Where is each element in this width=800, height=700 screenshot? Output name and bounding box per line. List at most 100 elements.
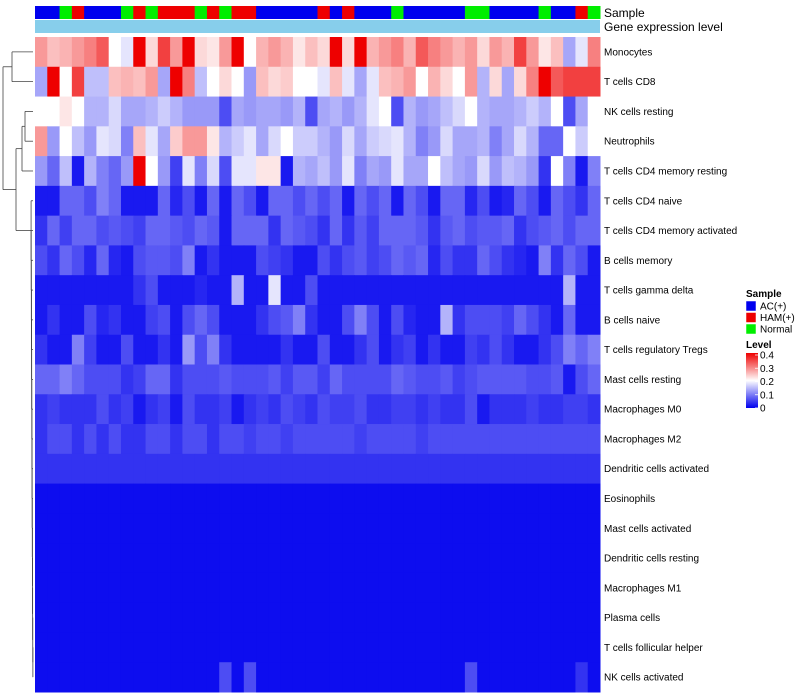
heatmap-cell <box>538 275 552 306</box>
heatmap-cell <box>378 215 392 246</box>
heatmap-cell <box>219 156 233 187</box>
heatmap-cell <box>526 334 540 365</box>
heatmap-cell <box>219 215 233 246</box>
heatmap-cell <box>59 185 73 217</box>
heatmap-cell <box>501 334 515 365</box>
heatmap-cell <box>391 483 404 514</box>
heatmap-cell <box>403 453 417 485</box>
heatmap-cell <box>96 185 110 217</box>
row-dendrogram <box>2 51 34 678</box>
heatmap-cell <box>84 96 97 127</box>
heatmap-cell <box>452 275 466 306</box>
heatmap-cell <box>108 572 122 604</box>
heatmap-cell <box>587 275 601 306</box>
heatmap-cell <box>305 662 318 693</box>
heatmap-cell <box>403 96 417 127</box>
heatmap-cell <box>280 543 294 574</box>
heatmap-cell <box>563 483 576 514</box>
heatmap-cell <box>243 662 257 693</box>
heatmap-cell <box>526 632 540 663</box>
heatmap-cell <box>477 275 490 306</box>
heatmap-cell <box>47 632 61 663</box>
heatmap-cell <box>96 662 110 693</box>
heatmap-cell <box>428 304 441 336</box>
heatmap-cell <box>403 662 417 693</box>
heatmap-cell <box>84 632 97 663</box>
heatmap-cell <box>415 37 429 68</box>
heatmap-cell <box>440 632 454 663</box>
heatmap-cell <box>145 37 159 68</box>
heatmap-cell <box>538 126 552 157</box>
heatmap-cell <box>108 96 122 127</box>
heatmap-cell <box>256 96 269 127</box>
sample-annotation-cell <box>354 6 368 19</box>
heatmap-cell <box>108 66 122 98</box>
heatmap-cell <box>526 66 540 98</box>
heatmap-cell <box>133 543 147 574</box>
heatmap-cell <box>477 96 490 127</box>
heatmap-cell <box>329 245 343 276</box>
heatmap-cell <box>440 572 454 604</box>
heatmap-cell <box>206 572 220 604</box>
row-label: Dendritic cells activated <box>604 464 709 475</box>
heatmap-cell <box>526 453 540 485</box>
heatmap-cell <box>391 185 404 217</box>
heatmap-cell <box>452 483 466 514</box>
heatmap-cell <box>428 662 441 693</box>
heatmap-cell <box>157 37 171 68</box>
sample-annotation-cell <box>47 6 61 19</box>
heatmap-cell <box>84 185 97 217</box>
heatmap-cell <box>157 572 171 604</box>
heatmap-cell <box>477 364 490 395</box>
heatmap-cell <box>256 66 269 98</box>
heatmap-cell <box>182 215 196 246</box>
heatmap-cell <box>317 96 331 127</box>
heatmap-cell <box>194 543 208 574</box>
sample-annotation-cell <box>71 6 85 19</box>
heatmap-cell <box>231 483 245 514</box>
sample-annotation-cell <box>452 6 466 19</box>
heatmap-cell <box>84 394 97 425</box>
heatmap-cell <box>305 513 318 544</box>
heatmap-cell <box>354 126 368 157</box>
heatmap-cell <box>317 662 331 693</box>
heatmap-cell <box>182 245 196 276</box>
heatmap-cell <box>305 632 318 663</box>
heatmap-cell <box>206 275 220 306</box>
heatmap-cell <box>563 543 576 574</box>
heatmap-cell <box>47 572 61 604</box>
sample-annotation-cell <box>501 6 515 19</box>
heatmap-cell <box>59 483 73 514</box>
heatmap-cell <box>256 185 269 217</box>
heatmap-cell <box>354 37 368 68</box>
heatmap-cell <box>280 513 294 544</box>
level-legend-title: Level <box>746 340 772 351</box>
heatmap-cell <box>47 453 61 485</box>
heatmap-cell <box>96 126 110 157</box>
heatmap-cell <box>391 37 404 68</box>
heatmap-cell <box>317 543 331 574</box>
heatmap-cell <box>391 156 404 187</box>
heatmap-cell <box>256 543 269 574</box>
heatmap-cell <box>59 424 73 455</box>
heatmap-cell <box>415 483 429 514</box>
heatmap-cell <box>206 156 220 187</box>
heatmap-cell <box>440 543 454 574</box>
heatmap-cell <box>280 185 294 217</box>
heatmap-cell <box>514 96 527 127</box>
heatmap-cell <box>305 453 318 485</box>
sample-annotation-cell <box>194 6 208 19</box>
heatmap-cell <box>120 394 134 425</box>
heatmap-cell <box>464 275 478 306</box>
heatmap-cell <box>182 483 196 514</box>
level-colorbar <box>746 353 758 408</box>
heatmap-cell <box>538 662 552 693</box>
heatmap-cell <box>575 453 589 485</box>
heatmap-cell <box>256 156 269 187</box>
heatmap-cell <box>452 513 466 544</box>
sample-annotation-cell <box>182 6 196 19</box>
heatmap-cell <box>71 364 85 395</box>
heatmap-cell <box>206 483 220 514</box>
heatmap-cell <box>550 662 564 693</box>
heatmap-cell <box>71 156 85 187</box>
